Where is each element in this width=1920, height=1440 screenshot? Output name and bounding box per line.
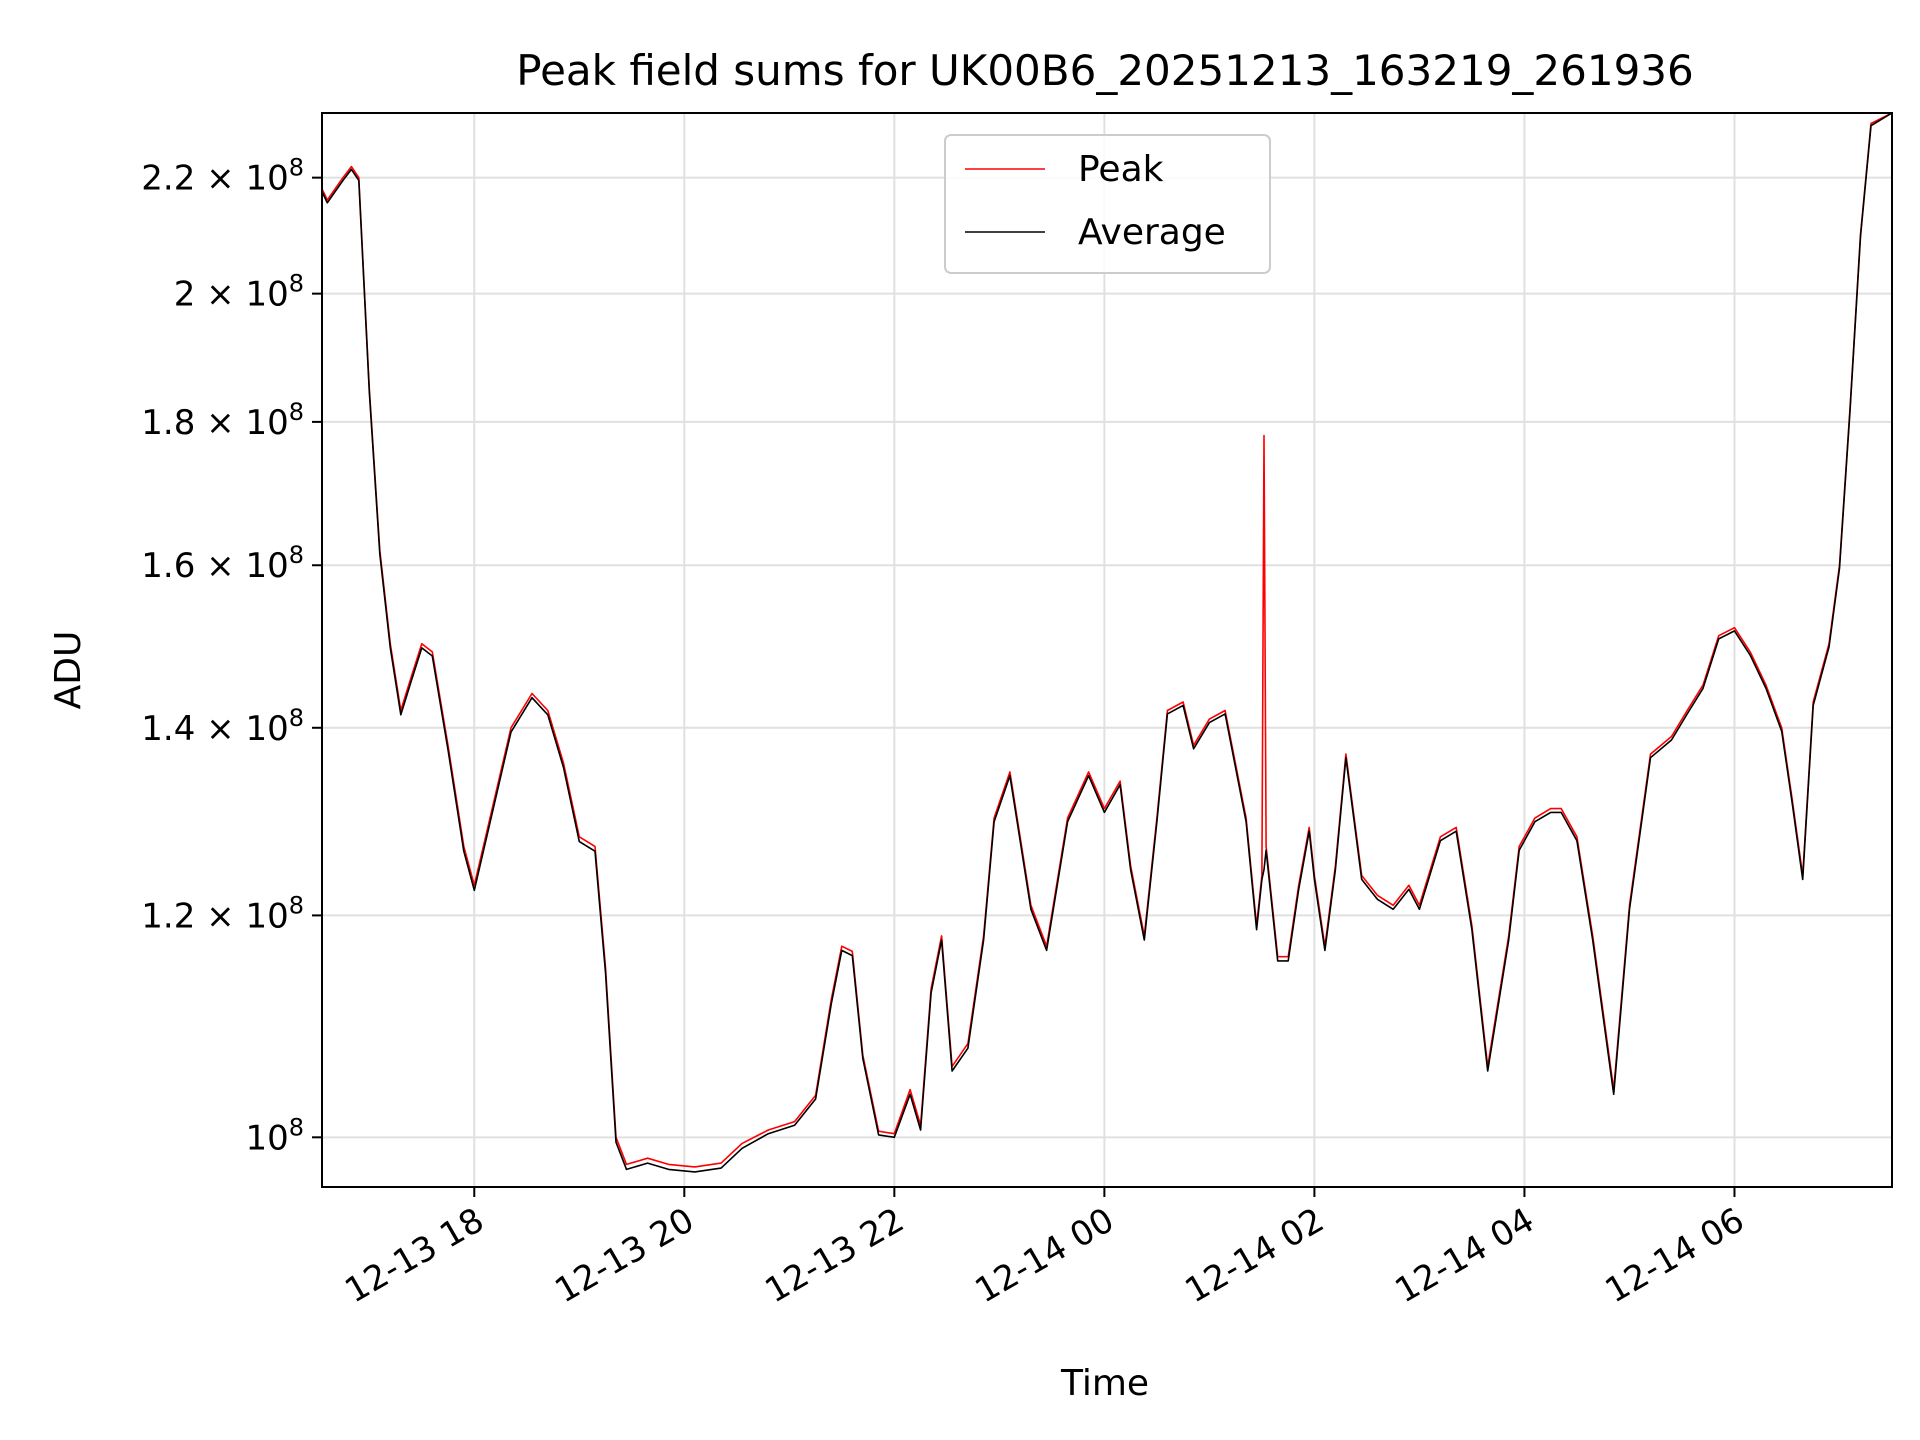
legend-label-average: Average — [1078, 212, 1226, 253]
x-tick-label: 12-13 22 — [758, 1200, 910, 1311]
y-tick-label: 108 — [245, 1113, 304, 1158]
x-tick-label: 12-14 04 — [1389, 1200, 1541, 1311]
chart-title: Peak field sums for UK00B6_20251213_1632… — [516, 46, 1694, 95]
grid-lines — [322, 113, 1892, 1187]
x-axis: 12-13 18 12-13 20 12-13 22 12-14 00 12-14 02… — [338, 1187, 1751, 1311]
x-axis-label: Time — [1060, 1363, 1149, 1404]
series-line-average — [321, 112, 1893, 1173]
y-axis-label: ADU — [48, 631, 89, 710]
y-axis: 108 1.2 × 108 1.4 × 108 1.6 × 108 1.8 × 108 2… — [141, 154, 322, 1158]
x-tick-label: 12-13 18 — [338, 1200, 490, 1311]
plot-area-frame — [321, 112, 1893, 1188]
series-layer — [321, 112, 1893, 1173]
legend-label-peak: Peak — [1078, 149, 1164, 190]
x-tick-label: 12-14 02 — [1179, 1200, 1331, 1311]
y-tick-label: 2 × 108 — [174, 270, 304, 315]
x-tick-label: 12-13 20 — [548, 1200, 700, 1311]
y-tick-label: 1.8 × 108 — [141, 398, 304, 443]
y-tick-label: 2.2 × 108 — [141, 154, 304, 199]
y-tick-label: 1.2 × 108 — [141, 891, 304, 936]
legend: Peak Average — [944, 134, 1271, 274]
x-tick-label: 12-14 06 — [1599, 1200, 1751, 1311]
y-tick-label: 1.6 × 108 — [141, 541, 304, 586]
x-tick-label: 12-14 00 — [968, 1200, 1120, 1311]
y-tick-label: 1.4 × 108 — [141, 704, 304, 749]
